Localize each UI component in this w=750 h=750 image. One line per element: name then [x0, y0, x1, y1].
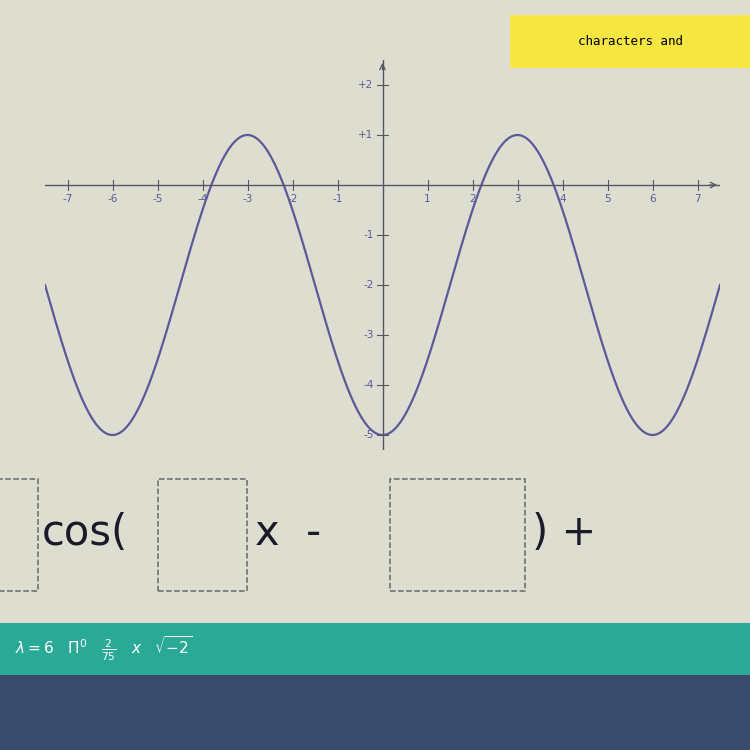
Text: 5: 5 — [604, 194, 610, 204]
Text: -1: -1 — [363, 230, 374, 240]
Text: +2: +2 — [358, 80, 374, 90]
Text: +1: +1 — [358, 130, 374, 140]
Text: -6: -6 — [107, 194, 118, 204]
Bar — [0, 479, 38, 592]
Text: -7: -7 — [62, 194, 73, 204]
Text: ) +: ) + — [532, 512, 597, 554]
Text: 1: 1 — [424, 194, 430, 204]
Text: 6: 6 — [650, 194, 656, 204]
Text: -5: -5 — [363, 430, 374, 440]
Text: 7: 7 — [694, 194, 700, 204]
Text: -5: -5 — [152, 194, 163, 204]
Text: -1: -1 — [332, 194, 343, 204]
Text: 2: 2 — [470, 194, 476, 204]
Text: -3: -3 — [363, 330, 374, 340]
Text: 4: 4 — [560, 194, 566, 204]
Text: -2: -2 — [287, 194, 298, 204]
Text: -4: -4 — [363, 380, 374, 390]
Text: -2: -2 — [363, 280, 374, 290]
Bar — [390, 479, 525, 592]
Text: cos(: cos( — [41, 512, 128, 554]
Text: characters and: characters and — [578, 34, 682, 48]
Text: x  -: x - — [255, 512, 321, 554]
Text: $\lambda = 6$   $\Pi^0$   $\frac{2}{75}$   $x$   $\sqrt{-2}$: $\lambda = 6$ $\Pi^0$ $\frac{2}{75}$ $x$… — [15, 634, 192, 663]
Bar — [158, 479, 248, 592]
Text: -3: -3 — [242, 194, 253, 204]
Text: -4: -4 — [197, 194, 208, 204]
Text: 3: 3 — [514, 194, 520, 204]
